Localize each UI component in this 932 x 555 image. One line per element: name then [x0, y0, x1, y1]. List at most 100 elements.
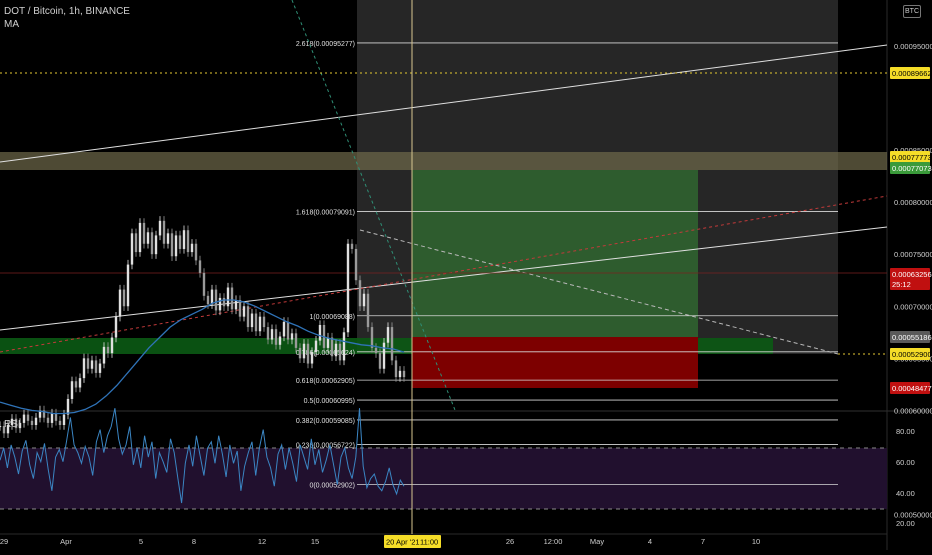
time-axis-tick: Apr — [60, 537, 72, 546]
candle-body — [58, 420, 62, 425]
candle-body — [142, 222, 146, 244]
candle-body — [186, 230, 190, 253]
fib-level-label: 2.618(0.00095277) — [296, 41, 355, 48]
candle-body — [306, 343, 310, 364]
price-badge — [890, 162, 930, 174]
candle-body — [106, 346, 110, 354]
candle-body — [98, 363, 102, 373]
symbol-title: DOT / Bitcoin, 1h, BINANCE — [4, 6, 130, 17]
chart-legend: DOT / Bitcoin, 1h, BINANCE MA — [4, 5, 130, 31]
candle-body — [26, 414, 30, 421]
price-axis-tick: 0.00070000 — [894, 302, 932, 311]
red-trend-line — [0, 195, 888, 353]
teal-projection-line — [291, 0, 456, 411]
candle-body — [278, 336, 282, 345]
candle-body — [182, 230, 186, 249]
rsi-axis-tick: 60.00 — [896, 458, 915, 467]
candle-body — [294, 333, 298, 348]
candle-body — [358, 280, 362, 307]
candle-body — [266, 327, 270, 340]
candle-body — [370, 327, 374, 348]
candle-body — [118, 289, 122, 317]
resistance-zone — [0, 152, 887, 170]
candle-body — [74, 381, 78, 388]
candle-body — [102, 346, 106, 364]
candle-body — [46, 417, 50, 423]
candle-body — [86, 358, 90, 369]
candle-body — [154, 235, 158, 255]
candle-body — [66, 398, 70, 415]
candle-body — [270, 329, 274, 340]
candle-body — [198, 260, 202, 273]
candle-body — [158, 220, 162, 236]
candle-body — [398, 370, 402, 378]
candle-body — [382, 342, 386, 369]
candle-body — [18, 422, 22, 429]
rsi-line — [0, 408, 405, 504]
candle-body — [190, 243, 194, 253]
candle-body — [50, 413, 54, 423]
candle-body — [130, 233, 134, 265]
currency-badge[interactable]: BTC — [903, 5, 921, 18]
price-badge-text: 0.00052900 — [892, 350, 932, 359]
rsi-axis-tick: 40.00 — [896, 489, 915, 498]
ma-indicator-label[interactable]: MA — [4, 19, 19, 30]
candle-body — [150, 232, 154, 255]
time-axis-tick: 12 — [258, 537, 266, 546]
candle-body — [246, 306, 250, 328]
candle-body — [286, 321, 290, 340]
candle-body — [222, 297, 226, 307]
candle-body — [378, 353, 382, 369]
candle-body — [110, 337, 114, 354]
candle-body — [90, 360, 94, 369]
time-axis-tick: 26 — [506, 537, 514, 546]
long-position-stop-zone — [412, 337, 698, 388]
candle-body — [314, 340, 318, 353]
candle-body — [310, 352, 314, 364]
candle-body — [82, 358, 86, 379]
candle-body — [326, 337, 330, 348]
candle-body — [126, 264, 130, 307]
candle-body — [402, 370, 406, 378]
candle-body — [342, 332, 346, 361]
candle-body — [94, 360, 98, 373]
price-badge — [890, 151, 930, 163]
candle-body — [34, 417, 38, 425]
candle-body — [2, 426, 6, 434]
time-axis-tick: 5 — [139, 537, 143, 546]
fib-level-label: 1(0.00069088) — [309, 314, 355, 321]
price-badge — [890, 278, 930, 290]
price-badge-text: 0.00048477 — [892, 384, 932, 393]
rsi-axis-tick: 80.00 — [896, 427, 915, 436]
candle-body — [274, 329, 278, 345]
price-badge-text: 25:12 — [892, 280, 911, 289]
candle-body — [290, 333, 294, 340]
time-axis-tick: 29 — [0, 537, 8, 546]
candle-body — [206, 295, 210, 305]
price-axis-tick: 0.00060000 — [894, 406, 932, 415]
rsi-indicator-label[interactable]: RSI — [4, 419, 21, 430]
candle-body — [166, 233, 170, 244]
time-axis-tick: 15 — [311, 537, 319, 546]
candle-body — [134, 233, 138, 253]
candle-body — [330, 337, 334, 357]
candle-body — [62, 414, 66, 425]
rsi-band — [0, 448, 887, 509]
time-axis-tick: 12:00 — [544, 537, 563, 546]
cursor-time-label: 11:00 — [420, 538, 438, 547]
candle-body — [146, 232, 150, 244]
rsi-axis-tick: 20.00 — [896, 519, 915, 528]
fib-level-label: 0.382(0.00059085) — [296, 418, 355, 425]
candle-body — [30, 420, 34, 425]
candle-body — [302, 343, 306, 359]
time-axis-tick: 10 — [752, 537, 760, 546]
lower-trend-line — [0, 226, 888, 331]
price-axis-tick: 0.00050000 — [894, 511, 932, 520]
candle-body — [210, 289, 214, 305]
time-axis-tick: 8 — [192, 537, 196, 546]
price-badge-text: 0.00055186 — [892, 333, 932, 342]
candle-body — [218, 297, 222, 311]
fib-level-label: 0(0.00052902) — [309, 482, 355, 489]
